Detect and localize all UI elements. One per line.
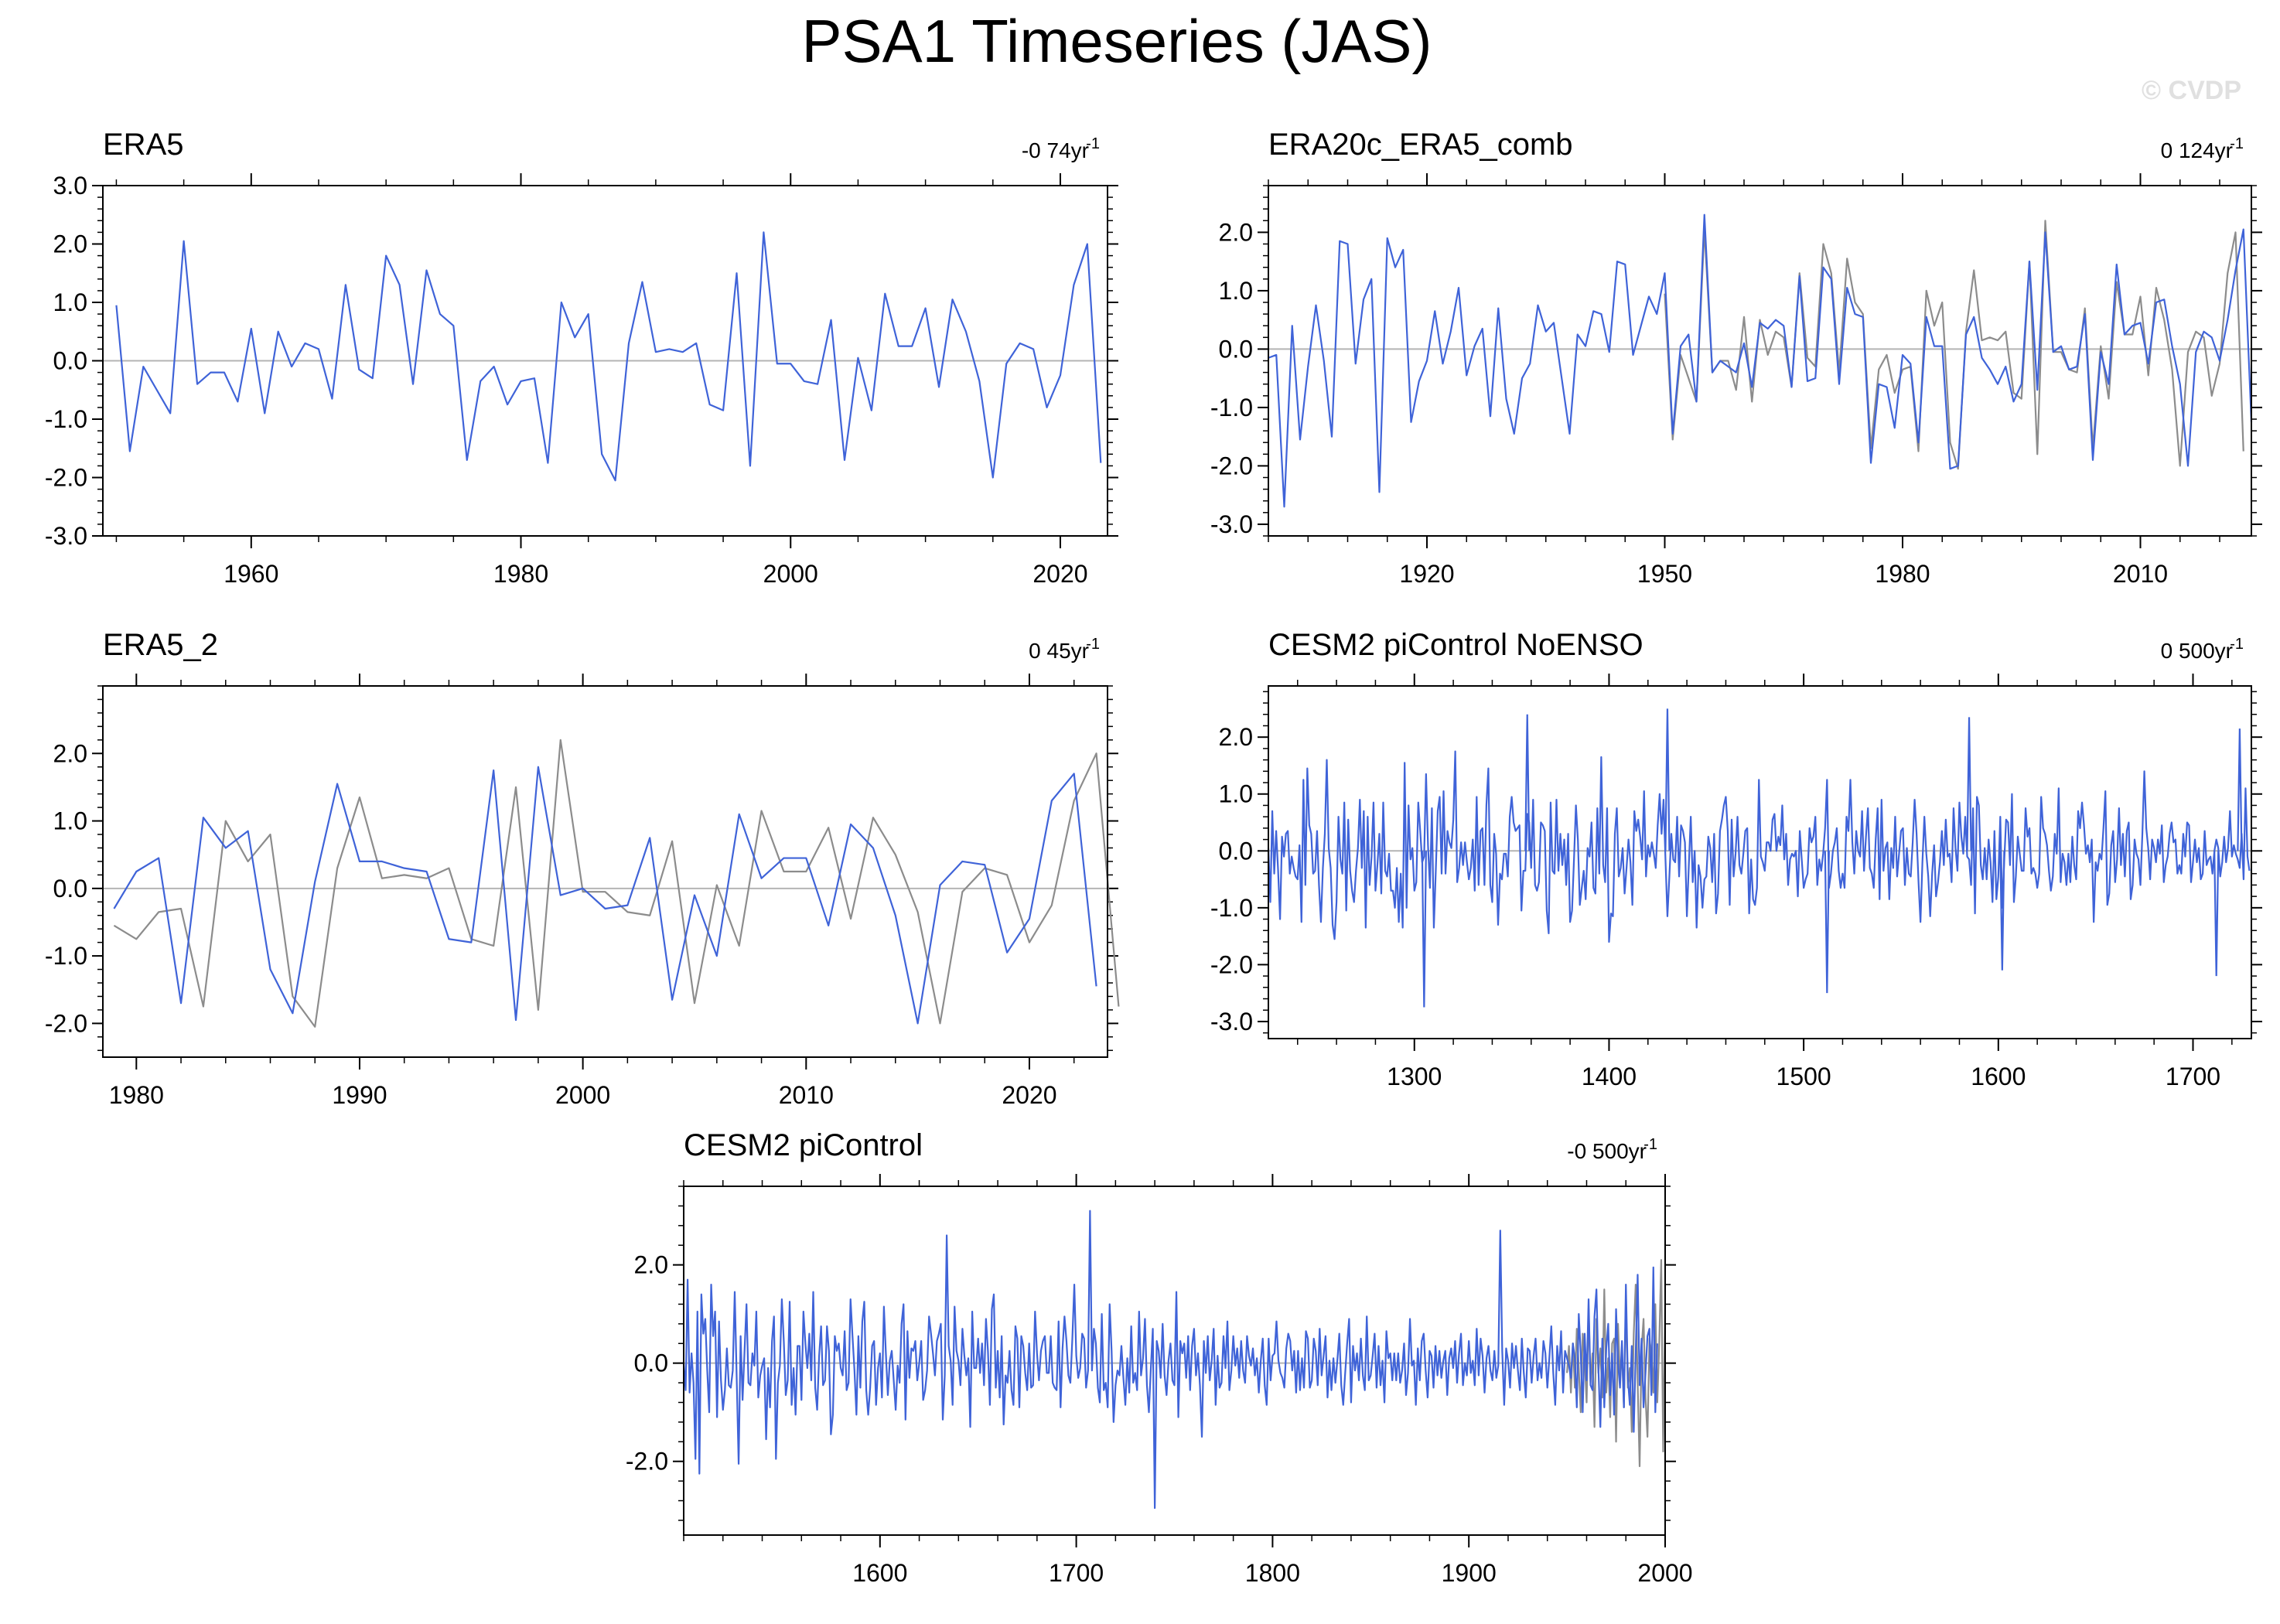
- x-tick-label: 2000: [763, 560, 818, 588]
- x-tick-label: 1980: [493, 560, 548, 588]
- x-tick-label: 1980: [1875, 560, 1930, 588]
- y-tick-label: 1.0: [53, 807, 87, 835]
- x-tick-label: 1400: [1582, 1063, 1637, 1090]
- y-tick-label: -1.0: [1210, 394, 1253, 421]
- trend-unit-exponent: -1: [2230, 636, 2244, 653]
- y-tick-label: 2.0: [53, 230, 87, 258]
- series-extreme-point: [2237, 728, 2243, 851]
- y-tick-label: -2.0: [626, 1448, 668, 1476]
- chart-panel-3: ERA5_2 0 45yr-1 2.0 1.0 0.0 -1.0 -2.0 1980 1990 2…: [45, 628, 1120, 1109]
- trend-label: -0 500yr: [1567, 1139, 1647, 1163]
- y-tick-label: 2.0: [1219, 723, 1253, 751]
- y-tick-label: -2.0: [1210, 950, 1253, 978]
- series-extreme-point: [1421, 851, 1427, 1008]
- x-tick-label: 2010: [2113, 560, 2168, 588]
- series-extreme-point: [1824, 851, 1830, 994]
- x-tick-label: 2020: [1032, 560, 1087, 588]
- x-tick-label: 1700: [1049, 1559, 1104, 1587]
- y-tick-label: 0.0: [1219, 335, 1253, 363]
- y-tick-label: 1.0: [1219, 780, 1253, 808]
- trend-unit-exponent: -1: [2230, 135, 2244, 152]
- plot-frame: [102, 685, 1108, 1058]
- y-tick-label: 0.0: [53, 875, 87, 902]
- y-tick-label: 0.0: [1219, 837, 1253, 865]
- y-tick-label: 1.0: [1219, 277, 1253, 305]
- series-line-era20c-era5-comb: [1566, 1259, 1667, 1468]
- trend-unit-exponent: -1: [1643, 1136, 1657, 1153]
- trend-unit-exponent: -1: [1086, 636, 1100, 653]
- x-tick-label: 2000: [555, 1081, 610, 1109]
- trend-unit-exponent: -1: [1086, 135, 1100, 152]
- y-tick-label: -2.0: [1210, 452, 1253, 479]
- figure-title: PSA1 Timeseries (JAS): [802, 7, 1432, 75]
- y-tick-label: -2.0: [45, 1009, 87, 1037]
- x-tick-label: 2000: [1637, 1559, 1692, 1587]
- series-extreme-point: [1999, 851, 2005, 971]
- y-tick-label: -1.0: [1210, 894, 1253, 922]
- plot-frame: [1268, 185, 2252, 537]
- plot-frame: [1268, 685, 2252, 1039]
- panels: ERA5 -0 74yr-13.02.01.00.0-1.0-2.0-3.0196…: [45, 128, 2262, 1587]
- x-tick-label: 2010: [779, 1081, 834, 1109]
- x-tick-label: 1600: [852, 1559, 907, 1587]
- panel-title: CESM2 piControl: [684, 1128, 923, 1162]
- chart-panel-4: CESM2 piControl NoENSO 0 500yr-1 2.0 1.0 0.0…: [1210, 628, 2262, 1090]
- trend-label: 0 124yr: [2161, 138, 2233, 162]
- trend-label: 0 500yr: [2161, 639, 2233, 663]
- series-line-cesm2-picontrol: [682, 1209, 1658, 1510]
- series-line-era5: [1664, 220, 2244, 470]
- chart-panel-1: ERA5 -0 74yr-1 3.0 2.0 1.0 0.0 -1.0 -2.0 -3.0 196…: [45, 128, 1118, 588]
- x-tick-label: 1300: [1387, 1063, 1442, 1090]
- x-tick-label: 1700: [2166, 1063, 2220, 1090]
- series-extreme-point: [1664, 708, 1671, 851]
- series-line-era5: [113, 739, 1120, 1028]
- y-tick-label: -2.0: [45, 464, 87, 492]
- series-line-era20c-era5-comb: [1268, 213, 2253, 508]
- x-tick-label: 1800: [1245, 1559, 1300, 1587]
- x-tick-label: 1500: [1777, 1063, 1831, 1090]
- x-tick-label: 2020: [1002, 1081, 1056, 1109]
- y-tick-label: -3.0: [45, 522, 87, 550]
- series-extreme-point: [2213, 851, 2220, 977]
- y-tick-label: 2.0: [634, 1251, 668, 1279]
- y-tick-label: 0.0: [634, 1349, 668, 1377]
- y-tick-label: 2.0: [53, 739, 87, 767]
- y-tick-label: -1.0: [45, 405, 87, 433]
- x-tick-label: 1600: [1971, 1063, 2026, 1090]
- chart-panel-5: CESM2 piControl -0 500yr-1 2.0 0.0 -2.0 1600 1…: [626, 1128, 1693, 1587]
- y-tick-label: -3.0: [1210, 510, 1253, 538]
- x-tick-label: 1900: [1442, 1559, 1497, 1587]
- trend-label: -0 74yr: [1022, 138, 1089, 162]
- chart-panel-2: ERA20c_ERA5_comb 0 124yr-1 2.0 1.0 0.0 -1.0 -2…: [1210, 128, 2262, 588]
- y-tick-label: -3.0: [1210, 1008, 1253, 1035]
- plot-frame: [102, 185, 1108, 537]
- x-tick-label: 1920: [1399, 560, 1454, 588]
- x-tick-label: 1990: [332, 1081, 387, 1109]
- y-tick-label: 2.0: [1219, 218, 1253, 246]
- series-extreme-point: [1966, 717, 1972, 851]
- y-tick-label: 0.0: [53, 347, 87, 375]
- series-line-era5-2: [113, 766, 1097, 1025]
- panel-title: ERA5: [103, 128, 184, 162]
- x-tick-label: 1950: [1637, 560, 1692, 588]
- y-tick-label: 1.0: [53, 288, 87, 316]
- series-extreme-point: [1524, 714, 1531, 851]
- plot-frame: [683, 1186, 1666, 1536]
- x-tick-label: 1980: [109, 1081, 164, 1109]
- series-line-era5: [115, 231, 1102, 482]
- panel-title: CESM2 piControl NoENSO: [1268, 628, 1643, 662]
- watermark: © CVDP: [2142, 76, 2241, 105]
- trend-label: 0 45yr: [1029, 639, 1089, 663]
- y-tick-label: 3.0: [53, 172, 87, 200]
- panel-title: ERA20c_ERA5_comb: [1268, 128, 1573, 162]
- series-line-cesm2-picontrol-noenso: [1267, 750, 2251, 943]
- panel-title: ERA5_2: [103, 628, 218, 662]
- y-tick-label: -1.0: [45, 942, 87, 970]
- x-tick-label: 1960: [224, 560, 278, 588]
